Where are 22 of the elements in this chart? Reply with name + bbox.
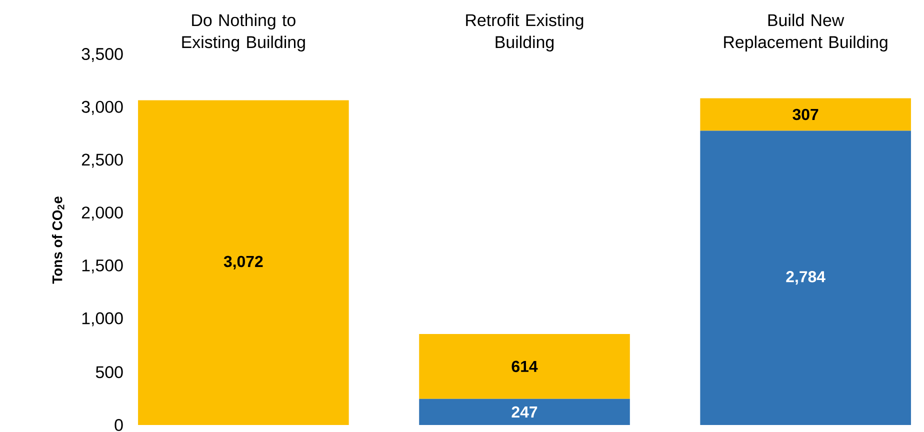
y-tick-label: 0 [114,419,123,431]
y-tick-label: 500 [96,366,123,378]
bar [419,398,630,425]
data-label: 614 [512,360,538,372]
y-tick-label: 2,000 [82,206,123,221]
y-tick-label: 3,500 [82,48,123,62]
bar [700,98,911,131]
bar [700,130,911,425]
y-tick-label: 3,000 [82,100,123,115]
bar [419,334,630,399]
x-tick-label: Retrofit Existing Building [466,14,584,52]
y-tick-label: 1,000 [82,312,123,326]
data-label: 3,072 [224,256,263,270]
y-tick-label: 2,500 [82,154,123,168]
x-tick-label: Build New Replacement Building [724,14,888,52]
bar [138,100,349,425]
data-label: 2,784 [786,271,826,285]
y-tick-label: 1,500 [82,259,123,274]
data-label: 307 [792,108,818,120]
y-axis-title: Tons of CO$_{2}$e [52,196,64,284]
data-label: 247 [512,406,538,418]
x-tick-label: Do Nothing to Existing Building [182,14,305,52]
